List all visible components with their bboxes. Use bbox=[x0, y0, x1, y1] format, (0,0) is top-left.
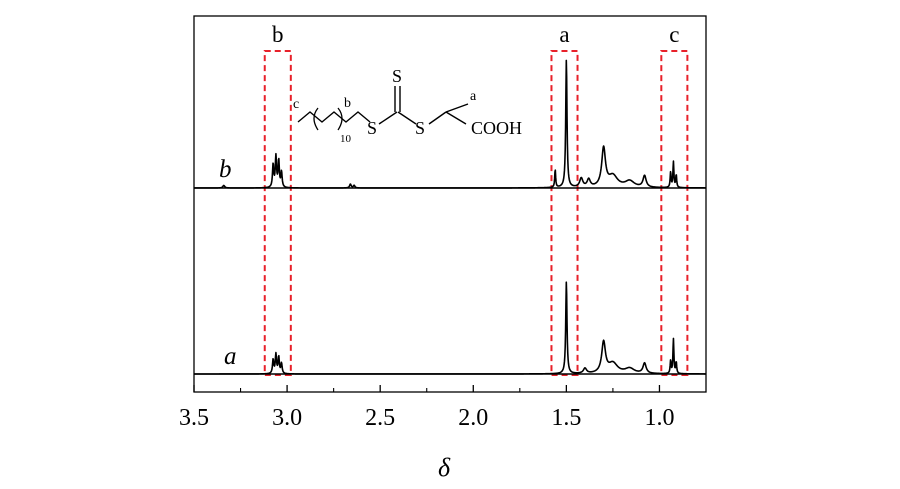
x-tick-label: 2.0 bbox=[458, 405, 488, 431]
x-tick-label: 3.5 bbox=[179, 405, 209, 431]
highlight-region-a bbox=[550, 50, 579, 376]
repeat-bracket-left bbox=[313, 107, 319, 131]
highlight-region-c bbox=[660, 50, 689, 376]
spectrum-trace-a bbox=[193, 281, 707, 375]
region-label-b: b bbox=[272, 22, 284, 47]
sulfur-thiocarbonyl: S bbox=[392, 66, 402, 86]
chemical-structure: c b 10 S S S a COOH bbox=[293, 66, 522, 145]
region-label-c: c bbox=[669, 22, 679, 47]
repeat-subscript: 10 bbox=[340, 133, 352, 145]
sulfur-2: S bbox=[415, 118, 425, 138]
x-tick-label: 2.5 bbox=[365, 405, 395, 431]
x-tick-label: 1.0 bbox=[644, 405, 674, 431]
structure-label-a: a bbox=[470, 89, 477, 104]
carboxylic-acid-group: COOH bbox=[471, 118, 522, 138]
trace-label-b: b bbox=[219, 156, 232, 183]
x-axis-label: δ bbox=[438, 453, 451, 482]
region-label-a: a bbox=[559, 22, 569, 47]
plot-frame bbox=[193, 15, 707, 393]
highlight-region-b bbox=[263, 50, 292, 376]
structure-label-b: b bbox=[344, 96, 351, 111]
sulfur-1: S bbox=[367, 118, 377, 138]
bond-methyl-a bbox=[445, 103, 469, 113]
repeat-bracket-right bbox=[337, 107, 343, 131]
bond-s2-quaternary-c bbox=[428, 111, 447, 125]
bond-c-s2 bbox=[397, 111, 417, 125]
spectrum-trace-b bbox=[193, 59, 707, 189]
structure-label-c: c bbox=[293, 97, 299, 112]
x-tick-label: 1.5 bbox=[551, 405, 581, 431]
trace-label-a: a bbox=[224, 343, 237, 370]
alkyl-chain-bonds bbox=[297, 111, 371, 123]
x-tick-label: 3.0 bbox=[272, 405, 302, 431]
bond-s1-c bbox=[378, 111, 398, 125]
bond-to-acid bbox=[445, 111, 467, 125]
